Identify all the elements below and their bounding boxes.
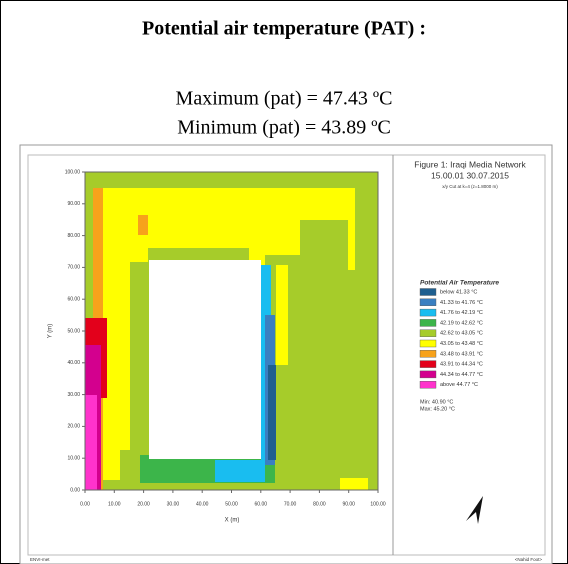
max-label: Max: 45.20 °C xyxy=(420,406,455,412)
stat: Maximum (pat) = 47.43 ºC xyxy=(176,88,393,110)
y-tick-label: 50.00 xyxy=(67,328,80,334)
y-tick-label: 80.00 xyxy=(67,233,80,239)
x-tick-label: 80.00 xyxy=(313,501,326,507)
legend-swatch xyxy=(419,319,437,327)
region xyxy=(138,215,148,235)
legend-label: 42.62 to 43.05 °C xyxy=(440,331,483,337)
legend-label: 44.34 to 44.77 °C xyxy=(440,372,483,378)
legend-label: 42.19 to 42.62 °C xyxy=(440,320,483,326)
y-tick-label: 90.00 xyxy=(67,201,80,207)
legend-label: 43.91 to 44.34 °C xyxy=(440,362,483,368)
legend-swatch xyxy=(419,360,437,368)
x-tick-label: 50.00 xyxy=(225,501,238,507)
x-tick-label: 60.00 xyxy=(255,501,268,507)
region xyxy=(276,265,288,365)
min-label: Min: 40.90 °C xyxy=(420,399,453,405)
timestamp: 15.00.01 30.07.2015 xyxy=(431,170,509,180)
legend-swatch xyxy=(419,298,437,306)
region xyxy=(108,188,249,248)
stat: Minimum (pat) = 43.89 ºC xyxy=(177,117,391,139)
x-tick-label: 20.00 xyxy=(137,501,150,507)
region xyxy=(340,478,368,490)
cut-info: x/y Cut at k=4 (z=1.8000 m) xyxy=(442,184,498,189)
x-tick-label: 40.00 xyxy=(196,501,209,507)
legend-swatch xyxy=(419,370,437,379)
legend-label: 43.48 to 43.91 °C xyxy=(440,351,483,357)
region xyxy=(100,188,120,480)
legend-label: 41.33 to 41.76 °C xyxy=(440,300,483,306)
y-tick-label: 30.00 xyxy=(67,392,80,398)
x-tick-label: 100.00 xyxy=(370,501,386,507)
figure-title: Figure 1: Iraqi Media Network xyxy=(414,159,526,169)
building xyxy=(149,260,261,459)
x-tick-label: 10.00 xyxy=(108,501,121,507)
x-tick-label: 0.00 xyxy=(80,501,90,507)
region xyxy=(85,395,97,490)
north-arrow xyxy=(466,496,483,524)
legend-swatch xyxy=(419,308,437,317)
heatmap xyxy=(84,171,379,491)
footer-left: ENVI-met xyxy=(30,557,50,562)
x-axis-label: X (m) xyxy=(225,518,240,524)
legend-label: below 41.33 °C xyxy=(440,289,477,295)
y-tick-label: 10.00 xyxy=(67,456,80,462)
y-tick-label: 100.00 xyxy=(65,169,81,175)
y-tick-label: 70.00 xyxy=(67,265,80,271)
footer-right: <Nahid Foot> xyxy=(515,557,543,562)
legend-label: 41.76 to 42.19 °C xyxy=(440,310,483,316)
title: Potential air temperature (PAT) : xyxy=(142,18,426,40)
region xyxy=(249,188,355,270)
region xyxy=(120,248,148,450)
x-tick-label: 30.00 xyxy=(167,501,180,507)
legend-swatch xyxy=(419,339,437,348)
legend-label: 43.05 to 43.48 °C xyxy=(440,341,483,347)
y-tick-label: 20.00 xyxy=(67,424,80,430)
region xyxy=(215,460,265,482)
y-axis-label: Y (m) xyxy=(48,324,54,339)
figure-inner-frame xyxy=(27,154,546,556)
y-tick-label: 40.00 xyxy=(67,360,80,366)
y-tick-label: 0.00 xyxy=(70,487,80,493)
y-tick-label: 60.00 xyxy=(67,297,80,303)
x-tick-label: 90.00 xyxy=(342,501,355,507)
legend-swatch xyxy=(419,381,437,389)
region xyxy=(268,365,276,460)
legend-label: above 44.77 °C xyxy=(440,382,478,388)
figure: X (m) Y (m) Figure 1: Iraqi Media Networ… xyxy=(19,144,553,564)
x-tick-label: 70.00 xyxy=(284,501,297,507)
legend-title: Potential Air Temperature xyxy=(420,280,499,287)
legend-swatch xyxy=(419,329,437,337)
legend-swatch xyxy=(419,288,437,296)
legend-swatch xyxy=(419,350,437,358)
